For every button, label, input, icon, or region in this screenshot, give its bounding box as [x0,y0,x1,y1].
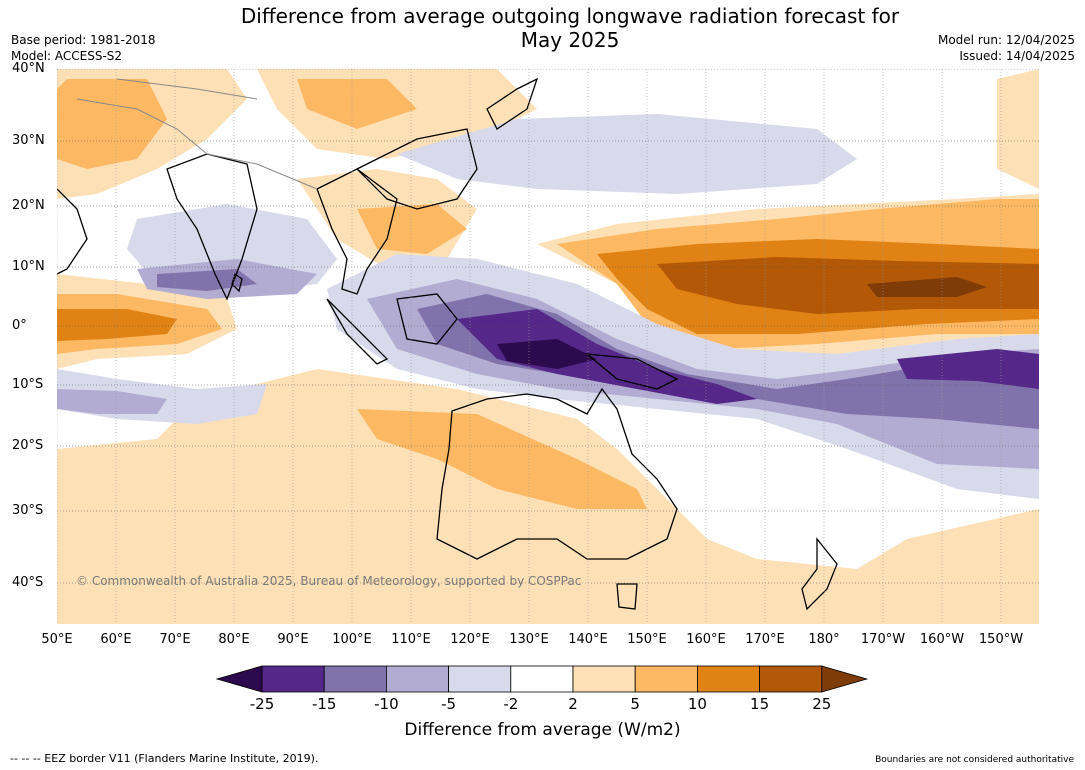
boundaries-note: Boundaries are not considered authoritat… [875,755,1074,765]
border-central-asia [76,98,208,155]
colorbar-cell [759,665,823,693]
longitude-label: 180° [808,632,840,647]
colorbar-tick-label: 25 [812,695,832,713]
colorbar-extend-low [215,665,263,693]
longitude-label: 120°E [450,632,490,647]
chart-title: Difference from average outgoing longwav… [0,4,1085,52]
colorbar-tick-label: -5 [441,695,457,713]
gridline-layer [57,69,1039,624]
coastline-southeast-asia [316,168,398,295]
longitude-label: 110°E [391,632,431,647]
longitude-label: 150°W [978,632,1024,647]
longitude-label: 90°E [277,632,309,647]
colorbar-tick-label: -10 [374,695,399,713]
coastline-sumatra [326,298,389,365]
title-line-1: Difference from average outgoing longwav… [240,4,900,28]
colorbar [215,665,869,693]
colorbar-tick-label: -25 [249,695,275,713]
border-layer [76,78,318,190]
eez-note: -- -- -- EEZ border V11 (Flanders Marine… [10,752,319,765]
colorbar-tick-label: -2 [503,695,519,713]
coastline-sri-lanka [231,272,243,293]
latitude-label: 0° [12,318,27,333]
colorbar-tick-label: 15 [750,695,770,713]
colorbar-cell [696,665,760,693]
colorbar-cell [323,665,387,693]
model-run: Model run: 12/04/2025 [937,33,1075,47]
longitude-label: 150°E [627,632,667,647]
coastline-indian-subcontinent [166,153,258,301]
colorbar-cell [385,665,449,693]
longitude-label: 50°E [41,632,73,647]
anomaly-region-purple-maritime-continent [417,294,1039,429]
coastline-japan [486,77,539,130]
colorbar-tick-label: -15 [311,695,337,713]
coastline-tasmania [616,583,638,610]
longitude-label: 80°E [218,632,250,647]
colorbar-tick-label: 10 [687,695,707,713]
coastline-borneo [396,293,458,345]
latitude-label: 40°N [12,61,45,76]
coastline-layer [57,77,838,611]
anomaly-region-orange-australia [357,409,647,509]
longitude-label: 130°E [509,632,549,647]
latitude-label: 20°N [12,198,45,213]
anomaly-region-orange-east-asia [297,79,417,129]
longitude-label: 70°E [159,632,191,647]
border-mongolia [116,78,258,100]
border-china-india [206,153,318,190]
longitude-label: 140°E [568,632,608,647]
base-period: Base period: 1981-2018 [11,33,156,47]
meta-right: Model run: 12/04/2025 Issued: 14/04/2025 [938,32,1075,64]
longitude-label: 160°E [686,632,726,647]
anomaly-region-light-purple-north-pacific [397,114,857,194]
title-line-2: May 2025 [520,28,620,52]
coastline-new-guinea [584,353,679,390]
longitude-label: 170°E [745,632,785,647]
coastline-arabia [57,188,88,275]
colorbar-cell [510,665,574,693]
latitude-label: 40°S [12,575,44,590]
coastline-australia [436,387,678,560]
colorbar-tick-label: 2 [568,695,578,713]
colorbar-cell [448,665,512,693]
longitude-label: 160°W [919,632,965,647]
anomaly-region-medium-purple-south-indian [57,389,167,414]
longitude-label: 170°W [860,632,906,647]
colorbar-cell [634,665,698,693]
anomaly-fill-layer [57,69,1039,624]
longitude-label: 100°E [332,632,372,647]
olr-anomaly-map [57,69,1039,624]
latitude-label: 30°S [12,503,44,518]
meta-left: Base period: 1981-2018 Model: ACCESS-S2 [11,32,156,64]
anomaly-region-darkest-purple [497,339,597,369]
copyright-notice: © Commonwealth of Australia 2025, Bureau… [76,574,582,588]
longitude-label: 60°E [100,632,132,647]
issued-date: Issued: 14/04/2025 [959,49,1075,63]
anomaly-region-light-orange-northeast-pacific [997,69,1039,189]
colorbar-cell [572,665,636,693]
map-svg [57,69,1039,624]
coastline-new-zealand [801,537,838,611]
anomaly-region-orange-north-china [57,79,167,169]
coastline-china [355,128,478,210]
colorbar-tick-label: 5 [630,695,640,713]
latitude-label: 20°S [12,438,44,453]
latitude-label: 30°N [12,133,45,148]
colorbar-cell [261,665,325,693]
anomaly-region-dark-purple-south-pacific [897,349,1039,389]
latitude-label: 10°N [12,259,45,274]
anomaly-region-dark-orange-arabian-sea [57,309,177,341]
model-name: Model: ACCESS-S2 [11,49,123,63]
anomaly-region-brown-tropical-pacific [657,257,1039,314]
colorbar-cells [215,665,869,693]
anomaly-region-orange-south-china-sea [357,204,467,254]
anomaly-region-darkest-brown [867,277,987,297]
colorbar-title: Difference from average (W/m2) [404,720,681,740]
latitude-label: 10°S [12,377,44,392]
colorbar-extend-high [821,665,869,693]
